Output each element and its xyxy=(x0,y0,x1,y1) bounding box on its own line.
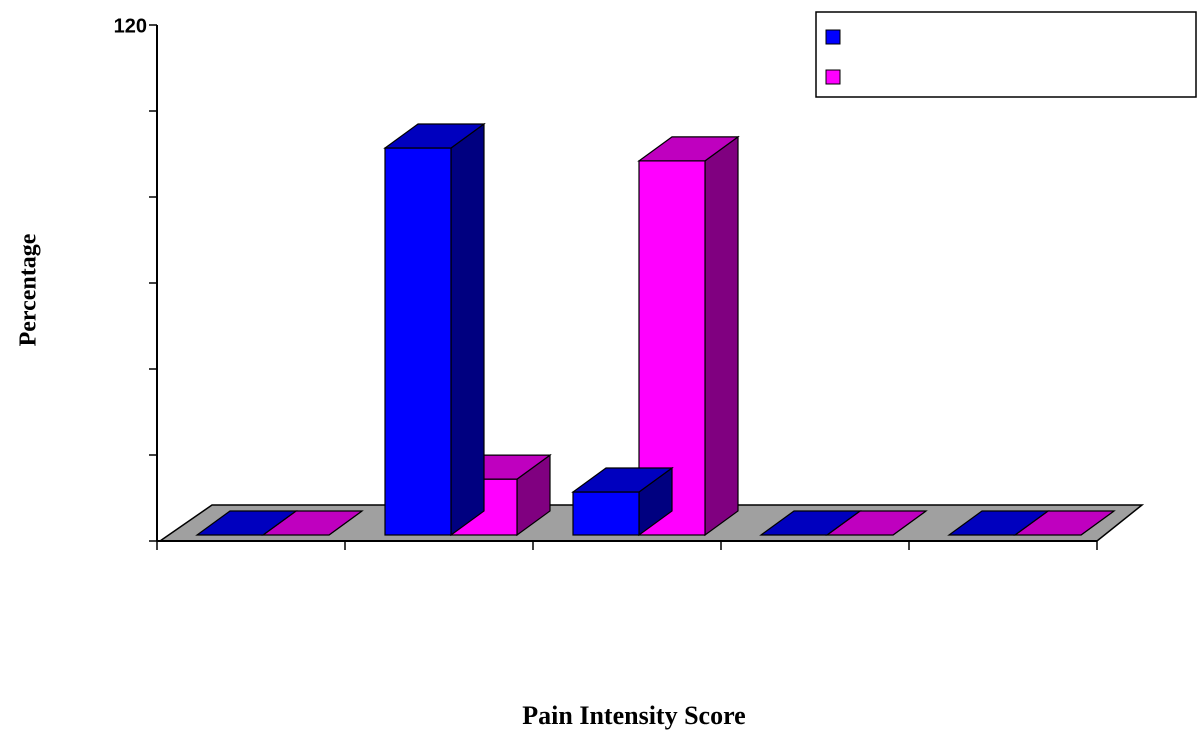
bar-front xyxy=(572,491,640,536)
bar xyxy=(383,122,486,537)
legend-swatch xyxy=(825,69,841,85)
bar xyxy=(759,510,862,536)
bar-side xyxy=(450,122,485,537)
y-axis-title: Percentage xyxy=(16,233,42,346)
bar-top xyxy=(759,510,862,536)
y-tick-label: 120 xyxy=(114,15,147,37)
bar-top xyxy=(571,467,674,493)
legend xyxy=(815,11,1197,98)
bar xyxy=(195,510,298,536)
bar-side xyxy=(704,135,739,537)
bar-top xyxy=(383,123,486,149)
bar-front xyxy=(384,147,452,536)
legend-swatch xyxy=(825,29,841,45)
x-axis-title: Pain Intensity Score xyxy=(522,701,745,730)
bar-top xyxy=(947,510,1050,536)
bar xyxy=(571,466,674,537)
bar-top xyxy=(637,136,740,162)
bar-top xyxy=(195,510,298,536)
bar xyxy=(947,510,1050,536)
